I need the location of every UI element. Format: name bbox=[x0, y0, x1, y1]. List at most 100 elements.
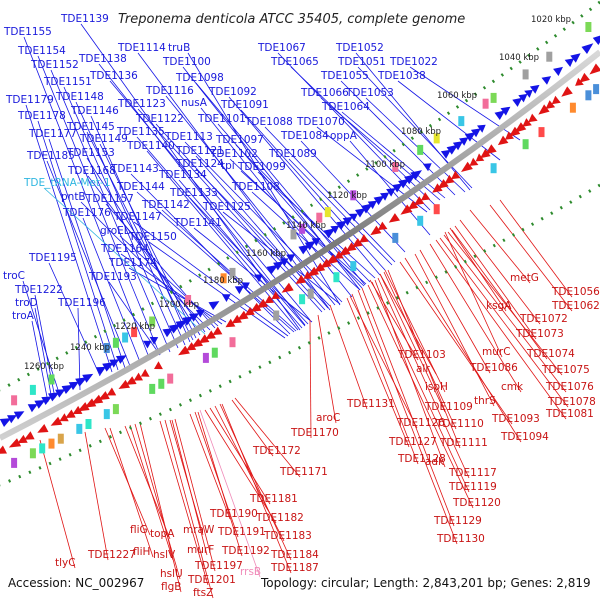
gene-arrow[interactable] bbox=[84, 398, 97, 408]
gene-label[interactable]: TDE1140 bbox=[126, 140, 175, 152]
gene-arrow[interactable] bbox=[330, 225, 340, 234]
gene-arrow[interactable] bbox=[592, 34, 600, 45]
gene-label[interactable]: TDE1184 bbox=[270, 549, 319, 561]
gene-label[interactable]: nusA bbox=[181, 97, 208, 109]
gene-arrow[interactable] bbox=[140, 368, 150, 377]
gene-label[interactable]: TDE1134 bbox=[158, 169, 207, 181]
gene-label[interactable]: TDE1191 bbox=[217, 526, 266, 538]
gene-arrow[interactable] bbox=[420, 192, 431, 201]
gene-arrow[interactable] bbox=[281, 282, 294, 293]
gene-arrow[interactable] bbox=[470, 128, 481, 138]
gene-label[interactable]: TDE1197 bbox=[194, 560, 243, 572]
gene-label[interactable]: TDE1116 bbox=[145, 85, 194, 97]
gene-arrow[interactable] bbox=[518, 93, 528, 103]
gene-arrow[interactable] bbox=[553, 66, 563, 76]
gene-arrow[interactable] bbox=[154, 361, 163, 370]
gene-arrow[interactable] bbox=[311, 238, 321, 246]
gene-label[interactable]: TDE1075 bbox=[541, 364, 590, 376]
gene-label[interactable]: pntB bbox=[61, 191, 86, 203]
gene-arrow[interactable] bbox=[244, 306, 255, 316]
gene-arrow[interactable] bbox=[143, 340, 152, 349]
gene-arrow[interactable] bbox=[212, 326, 223, 336]
gene-arrow[interactable] bbox=[106, 387, 117, 396]
gene-arrow[interactable] bbox=[413, 196, 425, 206]
gene-arrow[interactable] bbox=[307, 266, 319, 277]
gene-label[interactable]: TDE1141 bbox=[173, 217, 222, 229]
gene-arrow[interactable] bbox=[373, 195, 385, 206]
gene-label[interactable]: TDE1130 bbox=[436, 533, 485, 545]
gene-label[interactable]: TDE1170 bbox=[290, 427, 339, 439]
gene-label[interactable]: TDE1129 bbox=[433, 515, 482, 527]
gene-label[interactable]: troA bbox=[12, 310, 35, 322]
gene-arrow[interactable] bbox=[477, 124, 486, 133]
gene-label[interactable]: adk bbox=[425, 456, 445, 468]
gene-arrow[interactable] bbox=[264, 295, 274, 304]
gene-label[interactable]: TDE1062 bbox=[551, 300, 600, 312]
gene-arrow[interactable] bbox=[271, 291, 281, 299]
gene-arrow[interactable] bbox=[505, 131, 514, 140]
gene-label[interactable]: TDE1051 bbox=[337, 56, 386, 68]
gene-label[interactable]: topA bbox=[150, 528, 175, 540]
gene-arrow[interactable] bbox=[581, 43, 594, 54]
gene-arrow[interactable] bbox=[359, 234, 369, 243]
gene-label[interactable]: murF bbox=[187, 544, 214, 556]
gene-arrow[interactable] bbox=[65, 409, 76, 419]
gene-label[interactable]: TDE1147 bbox=[113, 211, 162, 223]
gene-label[interactable]: TDE1056 bbox=[551, 286, 600, 298]
gene-arrow[interactable] bbox=[367, 200, 377, 210]
gene-arrow[interactable] bbox=[579, 72, 590, 83]
gene-arrow[interactable] bbox=[189, 313, 199, 322]
gene-label[interactable]: TDE1092 bbox=[208, 86, 257, 98]
gene-label[interactable]: TDE1089 bbox=[268, 148, 317, 160]
gene-label[interactable]: TDE1136 bbox=[89, 70, 138, 82]
gene-label[interactable]: TDE1139 bbox=[60, 13, 109, 25]
gene-label[interactable]: TDE1227 bbox=[87, 549, 136, 561]
gene-arrow[interactable] bbox=[115, 355, 127, 364]
gene-arrow[interactable] bbox=[551, 95, 561, 105]
gene-arrow[interactable] bbox=[95, 366, 106, 376]
gene-arrow[interactable] bbox=[432, 183, 443, 193]
gene-label[interactable]: truB bbox=[168, 42, 190, 54]
gene-arrow[interactable] bbox=[17, 434, 28, 444]
gene-arrow[interactable] bbox=[320, 258, 332, 269]
gene-label[interactable]: TDE1177 bbox=[28, 128, 77, 140]
gene-arrow[interactable] bbox=[186, 342, 197, 351]
gene-label[interactable]: ispH bbox=[425, 381, 448, 393]
gene-label[interactable]: TDE1145 bbox=[66, 121, 115, 133]
gene-arrow[interactable] bbox=[541, 76, 552, 85]
gene-label[interactable]: TDE1120 bbox=[452, 497, 501, 509]
gene-arrow[interactable] bbox=[400, 204, 413, 215]
gene-arrow[interactable] bbox=[494, 110, 506, 120]
gene-label[interactable]: TDE1201 bbox=[187, 574, 236, 586]
gene-label[interactable]: TDE1066 bbox=[300, 87, 349, 99]
gene-label[interactable]: TDE1150 bbox=[128, 231, 177, 243]
gene-label[interactable]: TDE1142 bbox=[141, 199, 190, 211]
gene-arrow[interactable] bbox=[178, 345, 190, 356]
gene-arrow[interactable] bbox=[77, 402, 90, 412]
gene-label[interactable]: TDE1183 bbox=[263, 530, 312, 542]
gene-arrow[interactable] bbox=[545, 100, 556, 109]
gene-arrow[interactable] bbox=[334, 250, 344, 259]
gene-arrow[interactable] bbox=[133, 372, 143, 381]
gene-arrow[interactable] bbox=[273, 261, 284, 271]
gene-label[interactable]: groEL bbox=[100, 225, 130, 237]
gene-arrow[interactable] bbox=[500, 106, 511, 116]
gene-label[interactable]: TDE1108 bbox=[231, 181, 280, 193]
gene-label[interactable]: TDE1144 bbox=[116, 181, 165, 193]
gene-arrow[interactable] bbox=[225, 318, 236, 328]
gene-label[interactable]: TDE1078 bbox=[547, 396, 596, 408]
gene-label[interactable]: TDE1176 bbox=[62, 207, 111, 219]
gene-arrow[interactable] bbox=[182, 316, 194, 326]
gene-label[interactable]: TDE1125 bbox=[202, 201, 251, 213]
gene-label[interactable]: TDE1065 bbox=[270, 56, 319, 68]
gene-label[interactable]: TDE1073 bbox=[515, 328, 564, 340]
gene-label[interactable]: TDE1072 bbox=[519, 313, 568, 325]
gene-label[interactable]: TDE1119 bbox=[448, 481, 497, 493]
gene-label[interactable]: TDE1064 bbox=[321, 101, 370, 113]
gene-label[interactable]: TDE1192 bbox=[221, 545, 270, 557]
gene-arrow[interactable] bbox=[205, 330, 216, 340]
gene-arrow[interactable] bbox=[168, 323, 182, 334]
gene-arrow[interactable] bbox=[8, 438, 22, 448]
gene-label[interactable]: TDE1093 bbox=[491, 413, 540, 425]
gene-label[interactable]: TDE1155 bbox=[3, 26, 52, 38]
